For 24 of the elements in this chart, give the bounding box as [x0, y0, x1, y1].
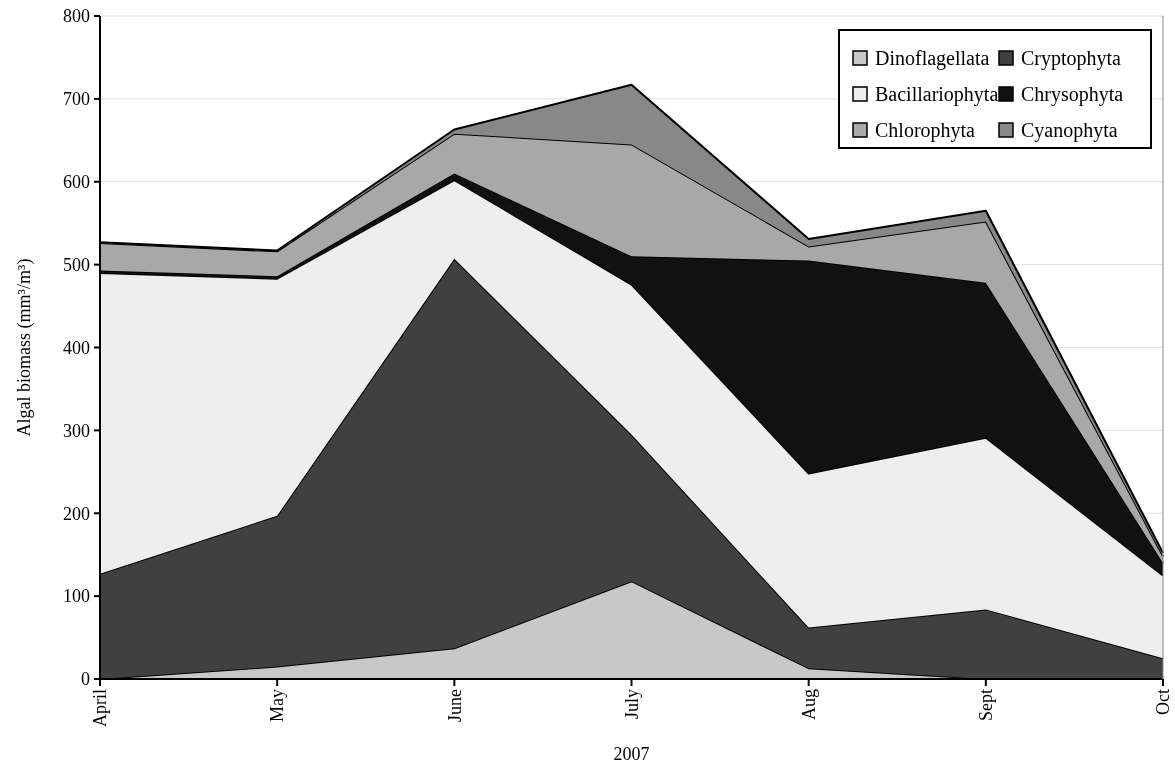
- legend-label: Cyanophyta: [1021, 119, 1118, 142]
- x-tick-label: April: [90, 689, 111, 727]
- legend-label: Dinoflagellata: [875, 47, 990, 70]
- y-tick-label: 500: [63, 254, 90, 275]
- y-tick-label: 300: [63, 420, 90, 441]
- legend-label: Cryptophyta: [1021, 47, 1122, 70]
- x-tick-label: June: [444, 689, 465, 722]
- y-tick-label: 700: [63, 89, 90, 110]
- x-tick-label: July: [621, 689, 642, 720]
- x-tick-label: Sept: [976, 689, 997, 722]
- y-tick-label: 800: [63, 6, 90, 27]
- legend-label: Chrysophyta: [1021, 83, 1124, 106]
- y-axis-title: Algal biomass (mm³/m³): [14, 258, 35, 437]
- x-tick-label: May: [267, 689, 288, 722]
- legend-label: Bacillariophyta: [875, 83, 999, 106]
- x-tick-label: Oct: [1153, 689, 1174, 715]
- x-axis-title: 2007: [613, 744, 650, 764]
- y-tick-label: 400: [63, 337, 90, 358]
- y-tick-label: 200: [63, 503, 90, 524]
- x-tick-label: Aug: [798, 689, 819, 720]
- y-tick-label: 0: [81, 669, 90, 690]
- y-tick-label: 600: [63, 172, 90, 193]
- legend-label: Chlorophyta: [875, 119, 976, 142]
- y-tick-label: 100: [63, 586, 90, 607]
